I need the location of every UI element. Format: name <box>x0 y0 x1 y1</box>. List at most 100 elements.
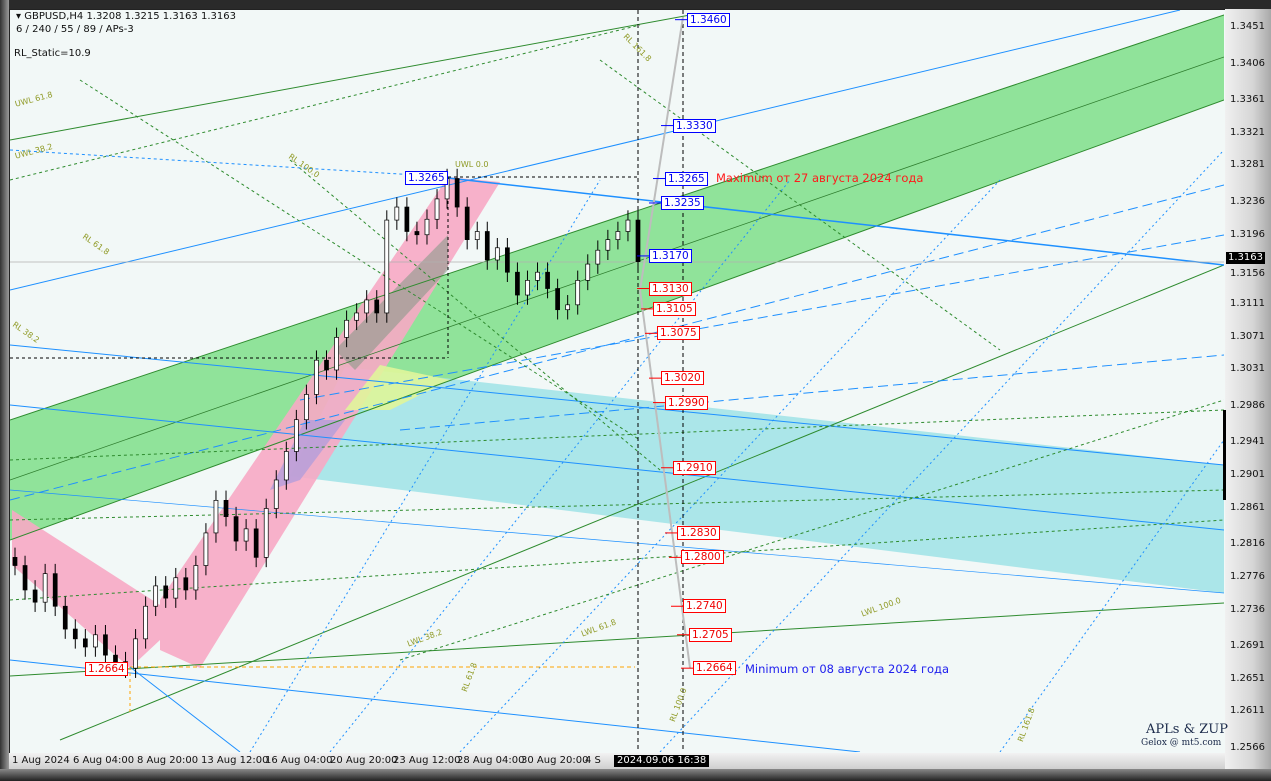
window-frame-top <box>0 0 1271 9</box>
candle-body <box>213 499 219 534</box>
time-tick-label: 8 Aug 20:00 <box>137 755 199 766</box>
price-level-label[interactable]: 1.3460 <box>687 12 730 27</box>
candle-body <box>494 247 500 261</box>
fibo-level-label: UWL 0.0 <box>455 160 489 169</box>
price-tick-label: 1.2986 <box>1230 399 1265 411</box>
price-level-label[interactable]: 1.3170 <box>649 248 692 263</box>
price-tick-label: 1.2691 <box>1230 640 1265 652</box>
candle-body <box>253 528 259 558</box>
price-tick-label: 1.3071 <box>1230 330 1265 342</box>
swing-price-label[interactable]: 1.3265 <box>405 171 448 185</box>
candle-body <box>32 589 38 603</box>
price-tick-label: 1.3321 <box>1230 126 1265 138</box>
time-tick-label: 20 Aug 20:00 <box>330 755 398 766</box>
candle-body <box>263 508 269 558</box>
price-tick-label: 1.2611 <box>1230 705 1265 717</box>
watermark-title: APLs & ZUP <box>1146 722 1229 737</box>
candle-body <box>12 557 18 566</box>
candles <box>12 168 641 678</box>
candle-body <box>153 585 159 607</box>
candle-body <box>324 359 329 371</box>
candle-body <box>585 263 591 281</box>
swing-price-label[interactable]: 1.2664 <box>85 662 128 676</box>
price-level-label[interactable]: 1.3075 <box>657 326 700 341</box>
candle-body <box>72 628 78 640</box>
price-tick-label: 1.2736 <box>1230 603 1265 615</box>
price-tick-label: 1.3451 <box>1230 21 1265 32</box>
candle-body <box>344 319 349 338</box>
symbol-quote: GBPUSD,H4 1.3208 1.3215 1.3163 1.3163 <box>24 11 236 22</box>
candle-body <box>223 499 229 517</box>
price-level-label[interactable]: 1.2990 <box>665 395 708 410</box>
candle-body <box>575 280 581 306</box>
price-level-label[interactable]: 1.2740 <box>683 599 726 614</box>
candle-body <box>163 585 169 599</box>
price-level-label[interactable]: 1.3235 <box>661 195 704 210</box>
price-level-label[interactable]: 1.3105 <box>653 301 696 316</box>
price-level-label[interactable]: 1.2910 <box>673 460 716 475</box>
cyan-channel <box>290 367 1224 593</box>
cursor-time-badge: 2024.09.06 16:38 <box>614 755 710 767</box>
candle-body <box>113 654 118 663</box>
channel-lines <box>10 10 1224 752</box>
candle-body <box>615 231 621 240</box>
time-tick-label: 4 S <box>585 755 601 766</box>
min-annotation: Minimum от 08 августа 2024 года <box>745 662 950 676</box>
price-level-label[interactable]: 1.3020 <box>661 371 704 386</box>
candle-body <box>535 271 540 281</box>
price-tick-label: 1.2861 <box>1230 501 1265 513</box>
candle-body <box>354 312 359 321</box>
current-price-badge: 1.3163 <box>1226 252 1265 264</box>
price-tick-label: 1.2901 <box>1230 469 1265 481</box>
candle-body <box>394 206 400 221</box>
price-axis[interactable] <box>1225 9 1271 769</box>
time-tick-label: 28 Aug 04:00 <box>457 755 525 766</box>
candle-body <box>515 271 520 296</box>
price-tick-label: 1.3236 <box>1230 196 1265 208</box>
price-tick-label: 1.2566 <box>1230 742 1265 753</box>
price-level-label[interactable]: 1.3265 <box>665 171 708 186</box>
candle-body <box>374 299 380 314</box>
candle-body <box>82 638 88 648</box>
price-level-label[interactable]: 1.3130 <box>649 281 692 296</box>
price-tick-label: 1.2816 <box>1230 538 1265 550</box>
time-tick-label: 30 Aug 20:00 <box>521 755 589 766</box>
candle-body <box>314 359 319 395</box>
candle-body <box>474 231 480 240</box>
candle-body <box>283 451 289 481</box>
candle-body <box>434 198 440 220</box>
candle-body <box>62 605 68 630</box>
symbol-header[interactable]: ▾ GBPUSD,H4 1.3208 1.3215 1.3163 1.3163 <box>16 11 236 22</box>
candle-body <box>52 573 58 607</box>
candle-body <box>414 231 420 236</box>
price-tick-label: 1.2651 <box>1230 672 1265 684</box>
price-level-label[interactable]: 1.2830 <box>677 525 720 540</box>
candle-body <box>304 394 309 421</box>
indicator-params: 6 / 240 / 55 / 89 / APs-3 <box>16 24 134 35</box>
candle-body <box>103 634 108 656</box>
candle-body <box>505 247 510 273</box>
collapse-triangle-icon[interactable]: ▾ <box>16 11 25 22</box>
candle-body <box>424 218 430 236</box>
window-frame-bottom <box>0 769 1271 781</box>
candle-body <box>133 638 138 669</box>
price-tick-label: 1.3031 <box>1230 363 1265 375</box>
candle-body <box>22 565 28 591</box>
candle-body <box>454 178 460 208</box>
candle-body <box>143 605 148 640</box>
price-tick-label: 1.3406 <box>1230 57 1265 69</box>
candle-body <box>464 206 470 240</box>
price-level-label[interactable]: 1.2705 <box>689 627 732 642</box>
time-tick-label: 16 Aug 04:00 <box>265 755 333 766</box>
candle-body <box>183 577 189 591</box>
volume-marker <box>1223 410 1226 500</box>
candle-body <box>625 219 631 232</box>
price-level-label[interactable]: 1.2800 <box>681 550 724 565</box>
candle-body <box>635 219 641 262</box>
candle-body <box>243 528 249 542</box>
price-level-label[interactable]: 1.3330 <box>673 118 716 133</box>
candle-body <box>605 239 611 251</box>
price-level-label[interactable]: 1.2664 <box>693 661 736 676</box>
